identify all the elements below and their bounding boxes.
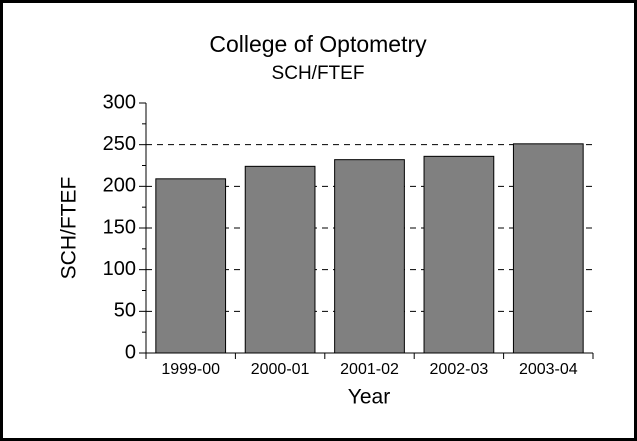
x-tick-label: 1999-00 <box>161 361 220 378</box>
bar <box>244 165 316 354</box>
y-axis-label: SCH/FTEF <box>58 177 81 280</box>
chart-title: College of Optometry <box>209 31 427 57</box>
x-tick-label: 2000-01 <box>251 361 310 378</box>
bar <box>155 178 227 354</box>
chart-subtitle: SCH/FTEF <box>272 63 365 84</box>
y-tick-label: 200 <box>103 175 136 197</box>
bar <box>334 159 405 354</box>
bar <box>423 155 495 354</box>
y-tick-label: 250 <box>103 133 136 155</box>
x-tick-label: 2002-03 <box>430 361 489 378</box>
bar <box>512 143 584 354</box>
y-tick-label: 0 <box>125 341 136 363</box>
y-tick-label: 300 <box>103 91 136 113</box>
x-axis-label: Year <box>348 386 390 409</box>
y-tick-label: 100 <box>103 258 136 280</box>
y-tick-label: 50 <box>114 300 136 322</box>
x-tick-label: 2001-02 <box>340 361 399 378</box>
x-tick-label: 2003-04 <box>519 361 578 378</box>
y-tick-label: 150 <box>103 216 136 238</box>
